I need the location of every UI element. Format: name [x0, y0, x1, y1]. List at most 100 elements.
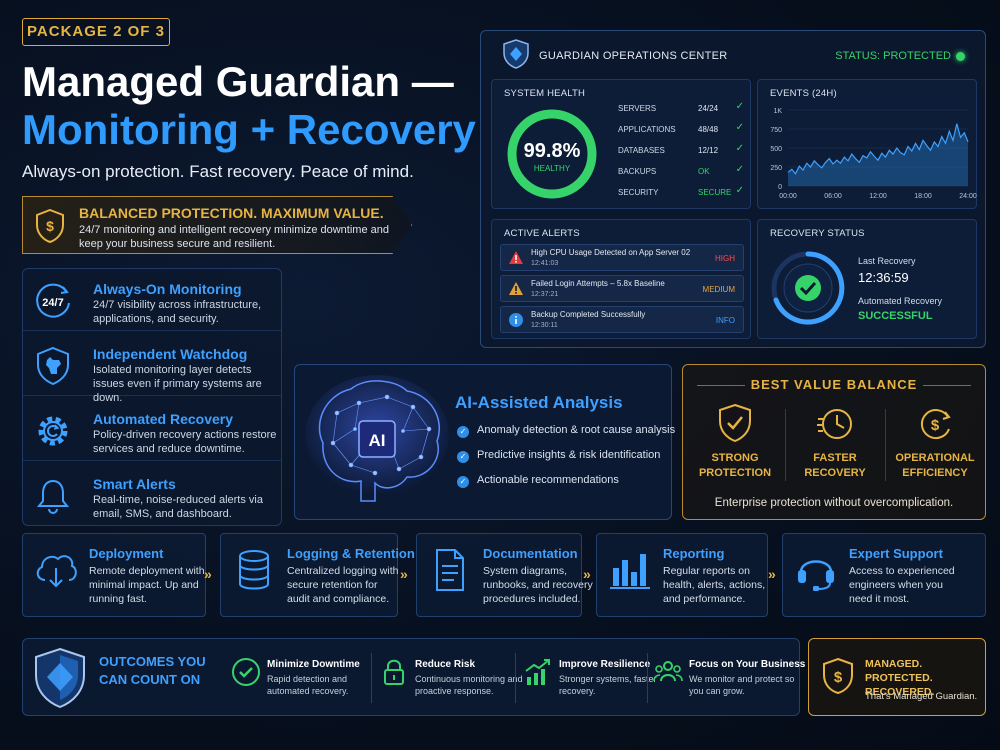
process-card-documentation: Documentation System diagrams, runbooks,… [416, 533, 593, 617]
ai-item: ✓ Actionable recommendations [457, 474, 619, 488]
best-value-footer: Enterprise protection without overcompli… [714, 497, 954, 509]
process-text: Regular reports on health, alerts, actio… [663, 565, 766, 605]
database-icon [239, 550, 269, 590]
outcome-text: We monitor and protect so you can grow. [689, 674, 795, 696]
system-health-title: SYSTEM HEALTH [504, 88, 586, 99]
feature-title: Smart Alerts [93, 476, 176, 492]
page-title-line1: Managed Guardian — [22, 58, 454, 105]
health-row-name: DATABASES [618, 146, 665, 155]
ai-chip-label: AI [369, 431, 386, 450]
outcome-item: Improve Resilience Stronger systems, fas… [523, 651, 657, 705]
ops-status: STATUS: PROTECTED [835, 50, 951, 62]
value-banner-title: BALANCED PROTECTION. MAXIMUM VALUE. [79, 205, 384, 221]
dollar-cycle-icon: $ [920, 409, 951, 439]
health-row-name: BACKUPS [618, 167, 657, 176]
title-rule [923, 385, 971, 386]
y-tick-label: 500 [770, 146, 782, 153]
best-value-panel: BEST VALUE BALANCE STRONG PROTECTION FAST… [682, 364, 986, 520]
outcome-item: Reduce Risk Continuous monitoring and pr… [379, 651, 523, 705]
closing-panel: $ MANAGED. PROTECTED. RECOVERED. That's … [808, 638, 986, 716]
alert-text: Backup Completed Successfully [531, 310, 646, 319]
best-value-item-label: OPERATIONAL EFFICIENCY [895, 452, 975, 479]
lock-icon [384, 659, 404, 685]
health-row-name: SECURITY [618, 188, 659, 197]
check-circle-icon: ✓ [457, 451, 469, 463]
check-icon: ✓ [735, 101, 744, 112]
status-dot-icon [956, 52, 965, 61]
check-icon: ✓ [735, 143, 744, 154]
chevron-right-icon: » [583, 566, 591, 582]
feature-always-on-monitoring: 24/7 Always-On Monitoring 24/7 visibilit… [23, 269, 281, 331]
guardian-shield-logo-icon [503, 39, 529, 69]
tagline: Always-on protection. Fast recovery. Pea… [22, 162, 414, 181]
system-health-card: SYSTEM HEALTH 99.8% HEALTHY SERVERS 24/24… [491, 79, 751, 209]
events-chart-card: EVENTS (24H) 1K 750 500 250 0 00:00 06:00 12:0… [757, 79, 977, 209]
x-tick-label: 00:00 [779, 193, 797, 200]
health-row-value: OK [698, 167, 710, 176]
divider [371, 653, 372, 703]
automated-recovery-status: SUCCESSFUL [858, 310, 933, 322]
ai-item-text: Anomaly detection & root cause analysis [477, 424, 676, 436]
alerts-title: ACTIVE ALERTS [504, 228, 580, 239]
outcomes-title: OUTCOMES YOU CAN COUNT ON [99, 654, 206, 687]
best-value-item: $ OPERATIONAL EFFICIENCY [887, 403, 983, 487]
svg-text:$: $ [46, 218, 54, 234]
divider [885, 409, 886, 481]
feature-automated-recovery: Automated Recovery Policy-driven recover… [23, 399, 281, 461]
package-badge: PACKAGE 2 OF 3 [22, 18, 170, 46]
health-row-value: 24/24 [698, 104, 719, 113]
process-text: Remote deployment with minimal impact. U… [89, 565, 205, 605]
health-row: APPLICATIONS 48/48 ✓ [618, 121, 744, 137]
best-value-item: STRONG PROTECTION [687, 403, 783, 487]
ai-item-text: Predictive insights & risk identificatio… [477, 449, 661, 461]
alert-row[interactable]: Backup Completed Successfully 12:30:11 I… [500, 306, 744, 333]
health-row: SECURITY SECURE ✓ [618, 184, 744, 200]
closing-title: MANAGED. PROTECTED. RECOVERED. [865, 658, 935, 698]
recovery-ring-icon [771, 251, 845, 325]
alert-row[interactable]: Failed Login Attempts – 5.8x Baseline 12… [500, 275, 744, 302]
divider [515, 653, 516, 703]
operations-center-panel: GUARDIAN OPERATIONS CENTER STATUS: PROTE… [480, 30, 986, 348]
feature-title: Independent Watchdog [93, 346, 248, 362]
best-value-title: BEST VALUE BALANCE [750, 377, 918, 392]
outcome-text: Stronger systems, faster recovery. [559, 674, 657, 696]
health-value: 99.8% [523, 140, 581, 162]
process-title: Logging & Retention [287, 546, 415, 561]
recovery-title: RECOVERY STATUS [770, 228, 865, 239]
chevron-right-icon: » [768, 566, 776, 582]
events-area [788, 123, 968, 186]
process-card-reporting: Reporting Regular reports on health, ale… [596, 533, 768, 617]
alert-row[interactable]: High CPU Usage Detected on App Server 02… [500, 244, 744, 271]
feature-independent-watchdog: Independent Watchdog Isolated monitoring… [23, 334, 281, 404]
shield-dollar-icon: $ [823, 657, 853, 695]
alert-time: 12:37:21 [531, 291, 559, 298]
value-banner-text: 24/7 monitoring and intelligent recovery… [79, 224, 389, 250]
guardian-shield-icon [35, 647, 85, 709]
process-card-expert-support: Expert Support Access to experienced eng… [782, 533, 986, 617]
x-tick-label: 12:00 [869, 193, 887, 200]
shield-check-icon [719, 403, 751, 443]
outcome-text: Continuous monitoring and proactive resp… [415, 674, 523, 696]
health-row-name: APPLICATIONS [618, 125, 676, 134]
outcome-title: Improve Resilience [559, 659, 651, 670]
features-list: 24/7 Always-On Monitoring 24/7 visibilit… [22, 268, 282, 526]
health-row-name: SERVERS [618, 104, 657, 113]
clock-24-7-label: 24/7 [42, 297, 63, 309]
headset-icon [798, 560, 834, 591]
events-title: EVENTS (24H) [770, 88, 837, 99]
x-tick-label: 18:00 [914, 193, 932, 200]
chevron-right-icon: » [204, 566, 212, 582]
check-icon: ✓ [735, 185, 744, 196]
y-tick-label: 1K [773, 108, 782, 115]
feature-text: Isolated monitoring layer detects issues… [93, 364, 262, 404]
gear-refresh-icon [38, 416, 68, 446]
best-value-item: FASTER RECOVERY [787, 403, 883, 487]
shield-dollar-icon: $ [36, 209, 64, 243]
recovery-status-card: RECOVERY STATUS Last Recovery 12:36:59 A… [757, 219, 977, 339]
x-tick-label: 06:00 [824, 193, 842, 200]
health-label: HEALTHY [533, 164, 571, 173]
outcome-title: Focus on Your Business [689, 659, 806, 670]
check-circle-icon: ✓ [457, 476, 469, 488]
divider [647, 653, 648, 703]
events-chart: 1K 750 500 250 0 00:00 06:00 12:00 18:00 24:00 [770, 108, 977, 200]
